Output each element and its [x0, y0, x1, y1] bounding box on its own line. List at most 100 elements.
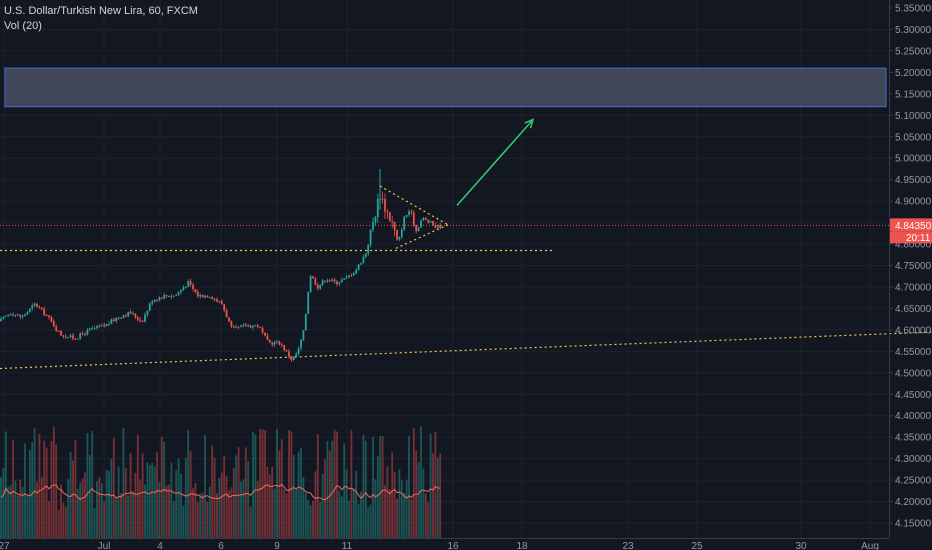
time-axis[interactable]: 27 Jul 4 6 9 11 16 18 23 25 30 Aug — [0, 541, 879, 550]
volume-bar — [372, 436, 374, 538]
volume-bar — [69, 452, 72, 538]
arrow-shaft[interactable] — [456, 119, 534, 206]
candle-body — [67, 337, 70, 339]
candle-body — [28, 308, 31, 313]
triangle-pattern[interactable] — [379, 185, 449, 249]
candle-body — [369, 229, 372, 245]
candle-body — [40, 307, 43, 309]
candle-body — [396, 230, 398, 240]
candle-body — [415, 225, 418, 232]
volume-bar — [180, 473, 182, 538]
target-zone-box[interactable] — [4, 67, 887, 108]
volume-bar — [81, 478, 84, 538]
volume-bar — [192, 488, 194, 538]
price-tick-label: 4.65000 — [895, 304, 932, 315]
candle-body — [278, 341, 281, 345]
candle-body — [187, 281, 190, 287]
volume-bar — [225, 476, 228, 538]
volume-bar — [79, 482, 82, 538]
volume-bar — [434, 431, 437, 538]
volume-bar — [427, 502, 430, 538]
volume-bar — [84, 472, 86, 538]
volume-bar — [216, 493, 218, 538]
volume-bar — [412, 428, 415, 538]
candle-body — [213, 298, 216, 300]
volume-bar — [352, 488, 355, 538]
volume-bar — [57, 509, 60, 538]
candle-body — [64, 336, 67, 338]
price-axis[interactable]: 4.15000 4.20000 4.25000 4.30000 4.35000 4.400… — [889, 4, 932, 530]
triangle-upper-edge[interactable] — [379, 185, 449, 226]
candle-body — [273, 342, 276, 345]
candle-body — [216, 299, 218, 302]
price-tick-label: 4.40000 — [895, 411, 932, 422]
volume-bar — [93, 507, 96, 538]
volume-bar — [328, 451, 331, 538]
volume-bar — [432, 453, 434, 538]
candle-body — [134, 313, 137, 318]
candle-body — [129, 311, 132, 314]
volume-bar — [177, 458, 180, 538]
volume-bar — [228, 490, 230, 538]
volume-bar — [386, 466, 389, 538]
candle-body — [160, 297, 163, 299]
volume-bar — [295, 489, 298, 538]
volume-bar — [400, 480, 403, 538]
candle-body — [338, 282, 341, 285]
volume-bar — [314, 471, 317, 538]
volume-bar — [355, 470, 358, 538]
volume-bar — [388, 489, 391, 538]
volume-bar — [33, 428, 36, 538]
volume-bar — [393, 471, 396, 538]
current-price-tag: 4.84350 20:11 — [890, 218, 932, 244]
volume-bar — [204, 434, 206, 538]
candle-body — [264, 332, 266, 336]
candle-body — [345, 276, 348, 279]
volume-bar — [62, 502, 65, 538]
candle-body — [16, 314, 19, 316]
time-tick-label: 27 — [0, 541, 10, 550]
candle-body — [242, 324, 245, 326]
chart-legend-title: U.S. Dollar/Turkish New Lira, 60, FXCM — [4, 5, 198, 17]
candle-body — [333, 279, 336, 282]
volume-bar — [321, 473, 324, 538]
volume-bar — [72, 460, 74, 538]
time-tick-label: 16 — [447, 541, 459, 550]
candle-body — [115, 317, 118, 322]
candle-body — [170, 296, 173, 298]
candle-body — [52, 321, 55, 327]
price-tick-label: 4.95000 — [895, 175, 932, 186]
time-tick-label: 11 — [342, 541, 353, 550]
volume-bar — [316, 434, 319, 538]
candle-body — [208, 297, 211, 299]
volume-bar — [74, 440, 77, 538]
candle-body — [0, 318, 2, 322]
candle-body — [393, 222, 396, 231]
rising-trendline[interactable] — [0, 331, 932, 370]
candle-body — [62, 335, 65, 337]
volume-bar — [271, 466, 274, 538]
candle-body — [141, 320, 144, 322]
volume-bar — [160, 436, 163, 538]
price-tick-label: 5.15000 — [895, 89, 932, 100]
arrow-head[interactable] — [524, 118, 535, 129]
volume-bar — [343, 443, 346, 538]
volume-bar — [91, 431, 94, 538]
candle-body — [204, 295, 206, 298]
time-tick-label: 30 — [795, 541, 807, 550]
volume-bar — [379, 436, 382, 538]
candle-body — [300, 340, 302, 349]
volume-bar — [48, 501, 50, 538]
volume-bar — [127, 495, 130, 538]
candle-body — [283, 345, 286, 351]
volume-bar — [307, 500, 310, 538]
volume-bar — [290, 431, 293, 538]
target-arrow[interactable] — [456, 118, 535, 206]
candle-body — [74, 338, 77, 340]
candle-body — [182, 287, 185, 290]
candle-body — [84, 334, 86, 336]
volume-bar — [14, 480, 17, 538]
candle-body — [225, 310, 228, 318]
price-tick-label: 5.20000 — [895, 68, 932, 79]
